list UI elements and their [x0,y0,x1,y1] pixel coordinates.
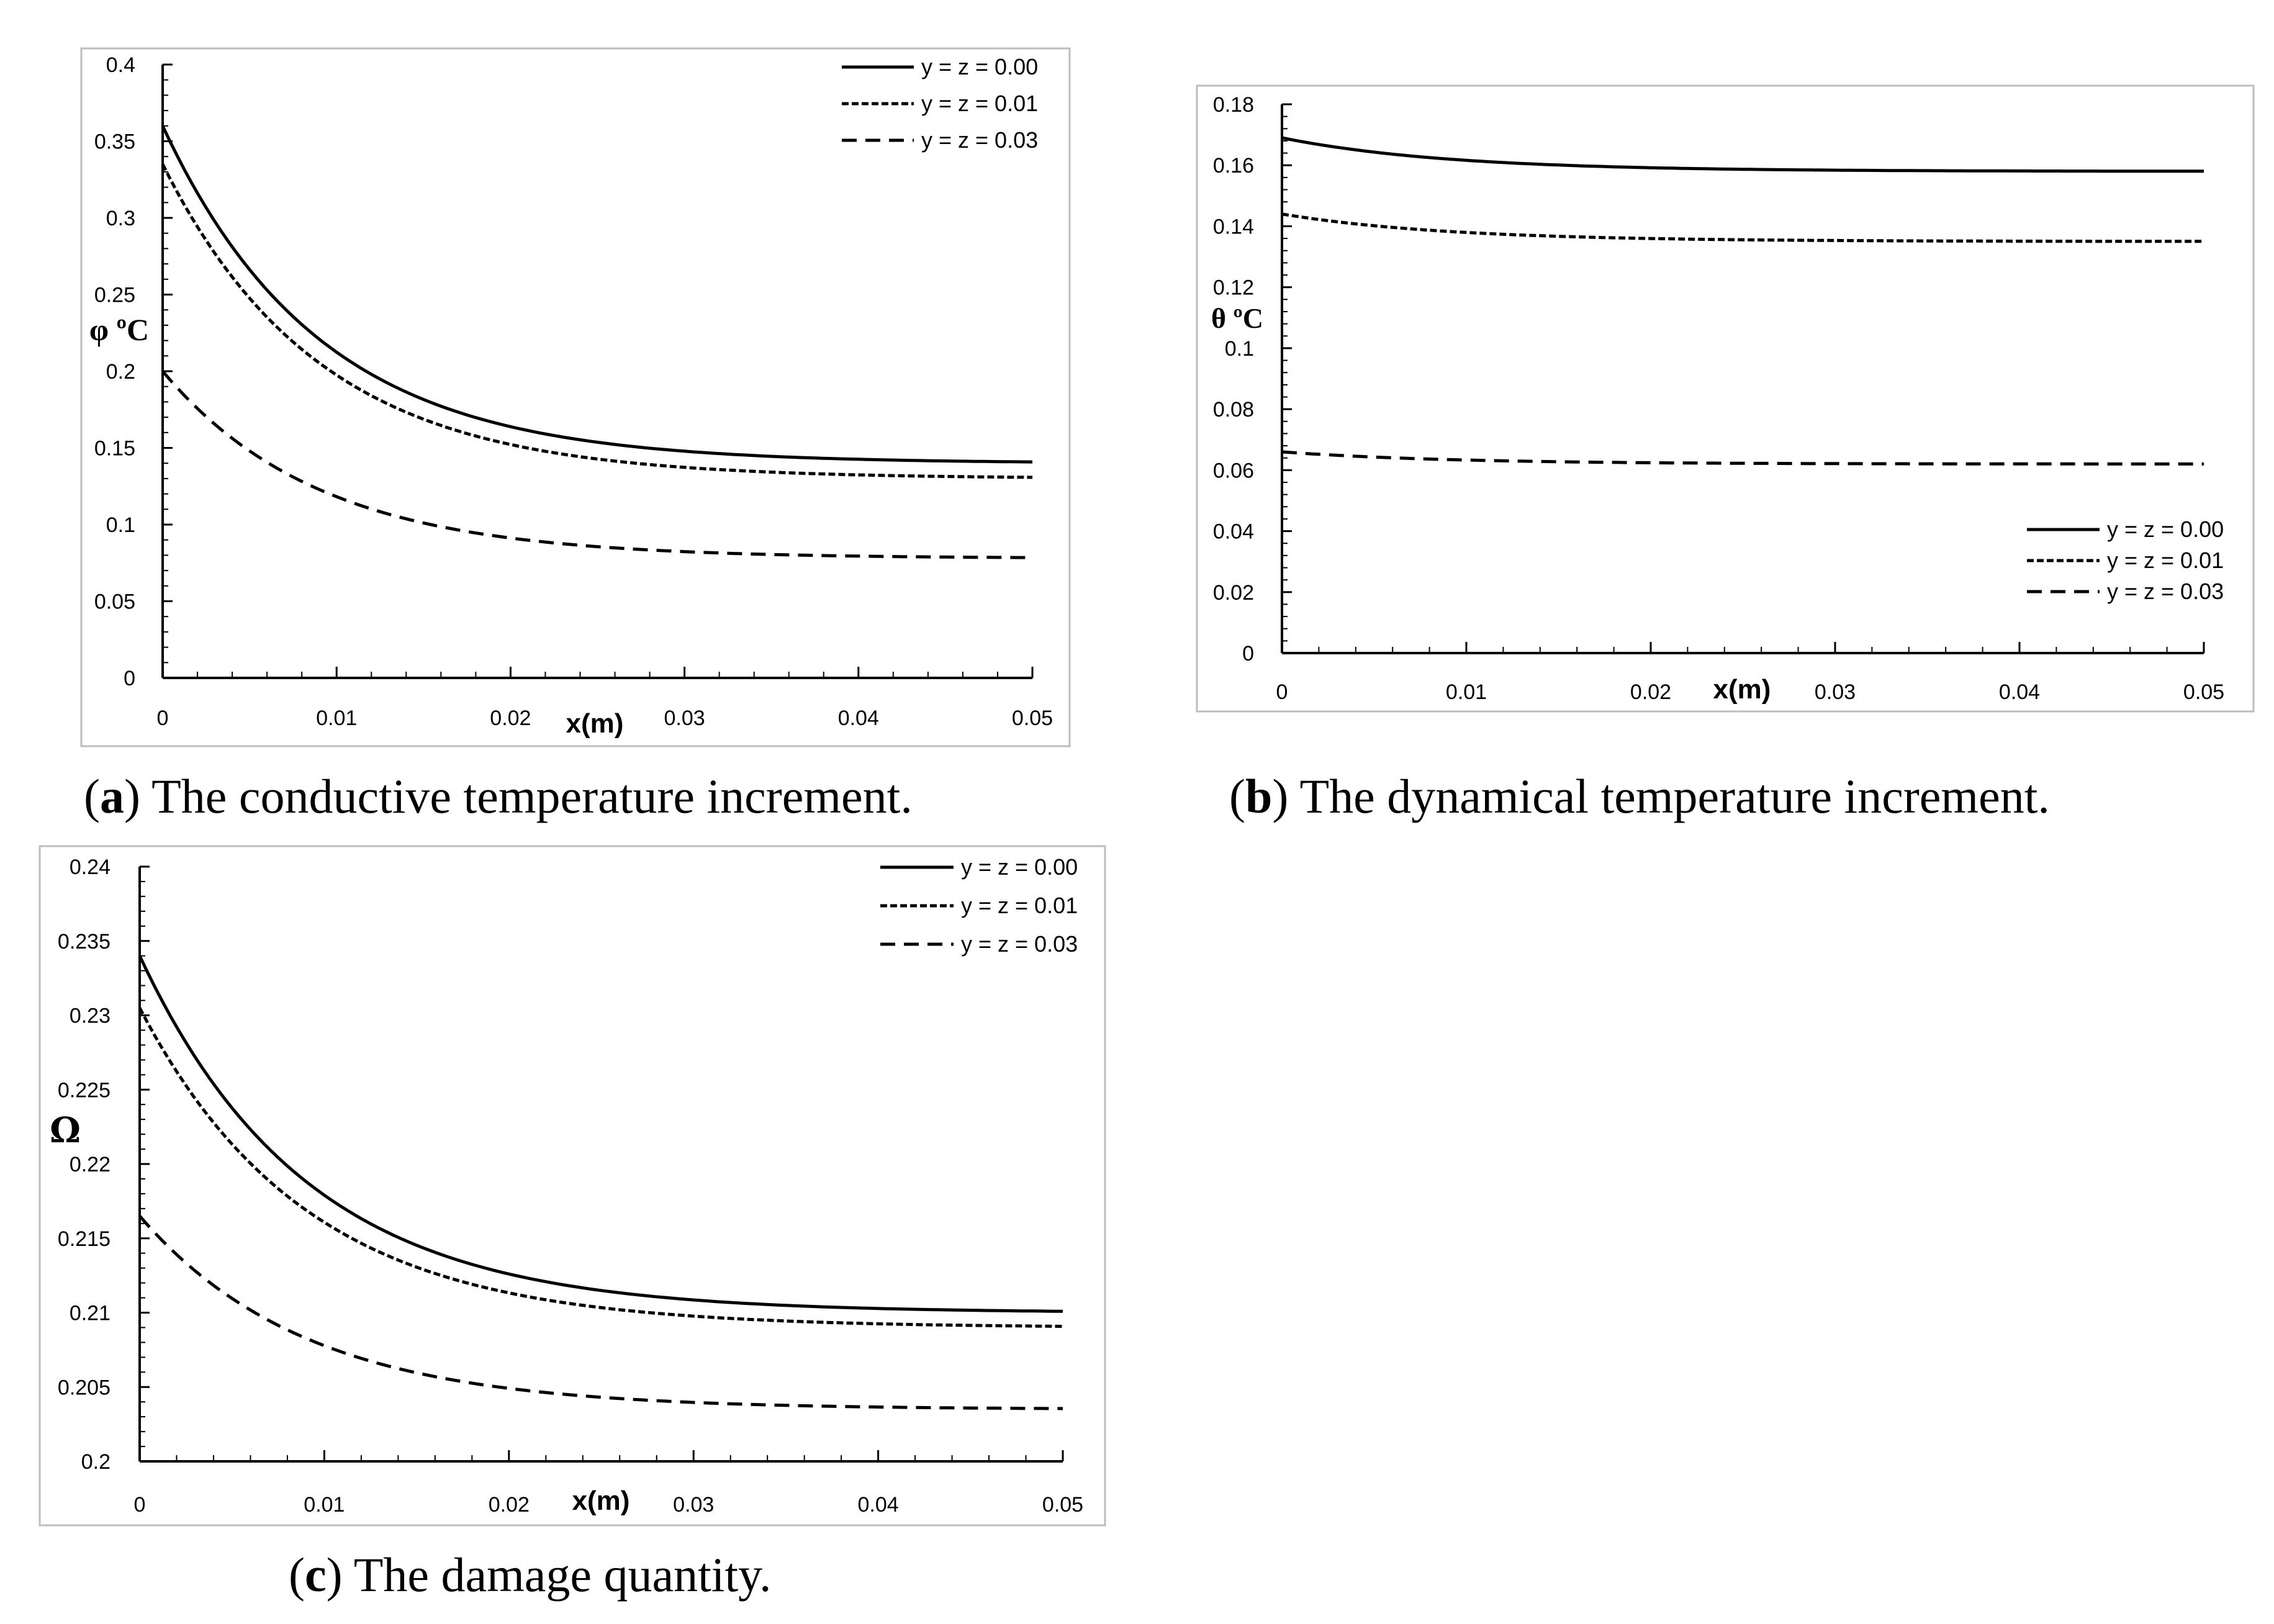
chart-b-ytick-label: 0.08 [1213,398,1254,422]
chart-a-ytick-label: 0.25 [94,284,135,307]
chart-a-frame [80,47,1071,747]
chart-c-xtick-label: 0.01 [304,1493,345,1517]
chart-c-xtick-label: 0.02 [489,1493,530,1517]
chart-b-ytick-label: 0.18 [1213,93,1254,117]
chart-a: 0 0.05 0.1 0.15 0.2 0.25 0.3 0.35 0.4 0 0.01 0.02 0.… [80,47,1071,747]
chart-c-legend-label-1: y = z = 0.01 [961,893,1078,918]
chart-a-xtick-label: 0.04 [838,706,879,730]
chart-a-ytick-label: 0.05 [94,590,135,614]
chart-a-ylabel: φ ºC [89,312,149,347]
caption-a: (a) The conductive temperature increment… [84,769,913,823]
chart-b-xtick-label: 0 [1276,680,1288,704]
chart-c-series-2 [138,1215,1063,1410]
chart-c-series-1 [138,1007,1063,1328]
chart-a-ytick-label: 0.3 [106,207,135,230]
chart-c-xtick-label: 0.05 [1042,1493,1083,1517]
chart-b-series-1 [1281,212,2204,243]
chart-c-xtick-label: 0 [134,1493,146,1517]
chart-b-series-0 [1281,136,2204,173]
chart-c-xlabel: x(m) [572,1486,630,1516]
chart-a-series-1 [161,163,1033,479]
chart-c-xtick-label: 0.04 [858,1493,899,1517]
chart-a-xlabel: x(m) [566,708,624,739]
chart-c-ytick-label: 0.2 [81,1450,111,1474]
chart-c-ytick-label: 0.21 [70,1302,111,1325]
chart-c-ytick-label: 0.215 [58,1227,111,1251]
chart-c-ytick-label: 0.23 [70,1004,111,1028]
chart-b-xtick-label: 0.02 [1630,680,1671,704]
chart-a-legend-label-1: y = z = 0.01 [921,91,1038,116]
chart-a-ytick-label: 0 [124,667,135,690]
caption-b-tag: b [1245,769,1273,823]
chart-c-ytick-label: 0.205 [58,1376,111,1399]
chart-c-legend-label-2: y = z = 0.03 [961,931,1078,957]
chart-a-ytick-label: 0.35 [94,130,135,154]
chart-b-ytick-label: 0.1 [1225,337,1254,361]
chart-b-ytick-label: 0.04 [1213,520,1254,544]
chart-c-frame [38,845,1106,1527]
chart-a-xtick-label: 0.01 [316,706,357,730]
caption-c-text: The damage quantity. [353,1548,772,1602]
caption-c: (c) The damage quantity. [289,1548,772,1602]
chart-a-ytick-label: 0.1 [106,513,135,537]
chart-b-xtick-label: 0.04 [1999,680,2040,704]
chart-b-legend-label-2: y = z = 0.03 [2107,579,2224,604]
chart-b-xtick-label: 0.03 [1815,680,1856,704]
chart-b-xlabel: x(m) [1713,674,1771,705]
chart-b-frame [1196,84,2255,713]
chart-a-legend-label-2: y = z = 0.03 [921,127,1038,153]
chart-a-ytick-label: 0.4 [106,53,135,77]
chart-b-xtick-label: 0.01 [1446,680,1487,704]
chart-c-xtick-label: 0.03 [673,1493,714,1517]
chart-a-legend-label-0: y = z = 0.00 [921,54,1038,79]
chart-a-series-0 [161,125,1033,464]
chart-a-xtick-label: 0 [157,706,169,730]
chart-c-ytick-label: 0.225 [58,1078,111,1102]
caption-b-text: The dynamical temperature increment. [1299,769,2050,823]
chart-c-legend-label-0: y = z = 0.00 [961,854,1078,880]
chart-c-ylabel: Ω [50,1110,81,1151]
chart-c-ytick-label: 0.22 [70,1153,111,1176]
chart-a-xtick-label: 0.03 [664,706,705,730]
chart-b-legend-label-1: y = z = 0.01 [2107,548,2224,573]
chart-a-ytick-label: 0.2 [106,360,135,384]
chart-b-ylabel: θ ºC [1211,302,1263,334]
chart-b: 0 0.02 0.04 0.06 0.08 0.1 0.12 0.14 0.16 0.18 0 0.0… [1196,84,2255,713]
chart-c-ytick-label: 0.24 [70,855,111,879]
chart-b-series-2 [1281,450,2204,466]
chart-a-xtick-label: 0.02 [490,706,531,730]
chart-b-ytick-label: 0.02 [1213,581,1254,605]
chart-b-ytick-label: 0.16 [1213,154,1254,178]
chart-b-ytick-label: 0.14 [1213,215,1254,238]
chart-a-xtick-label: 0.05 [1012,706,1053,730]
chart-b-ytick-label: 0 [1242,642,1254,665]
chart-a-ytick-label: 0.15 [94,437,135,461]
chart-b-legend-label-0: y = z = 0.00 [2107,517,2224,542]
chart-c-series-0 [138,955,1063,1313]
caption-a-text: The conductive temperature increment. [151,769,913,823]
chart-a-series-2 [161,370,1033,559]
chart-b-ytick-label: 0.12 [1213,276,1254,300]
caption-c-tag: c [304,1548,327,1602]
chart-c: 0.2 0.205 0.21 0.215 0.22 0.225 0.23 0.235 0.24 0… [38,845,1106,1527]
caption-a-tag: a [99,769,124,823]
chart-b-xtick-label: 0.05 [2183,680,2224,704]
caption-b: (b) The dynamical temperature increment. [1229,769,2050,823]
chart-c-ytick-label: 0.235 [58,930,111,954]
chart-b-ytick-label: 0.06 [1213,459,1254,482]
